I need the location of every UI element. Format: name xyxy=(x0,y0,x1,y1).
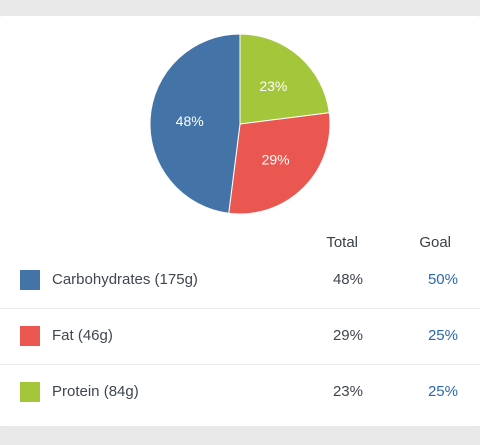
macros-pie-chart: 23% 29% 48% xyxy=(149,33,331,215)
macro-goal[interactable]: 25% xyxy=(427,327,458,344)
pie-slice-carbohydrates xyxy=(149,33,241,214)
pie-label-fat: 29% xyxy=(262,152,290,168)
pie-slice-fat xyxy=(228,112,331,215)
row-divider xyxy=(0,364,480,365)
row-divider xyxy=(0,308,480,309)
macro-goal[interactable]: 50% xyxy=(427,271,458,288)
macro-row-fat[interactable]: Fat (46g) 29% 25% xyxy=(0,309,480,365)
macro-label: Protein (84g) xyxy=(52,383,139,400)
macro-label: Carbohydrates (175g) xyxy=(52,271,198,288)
macro-total: 23% xyxy=(332,383,363,400)
macro-total: 48% xyxy=(332,271,363,288)
macro-total: 29% xyxy=(332,327,363,344)
protein-color-swatch xyxy=(20,382,40,402)
pie-label-carbohydrates: 48% xyxy=(176,113,204,129)
macro-row-protein[interactable]: Protein (84g) 23% 25% xyxy=(0,365,480,421)
total-column-header: Total xyxy=(326,234,358,251)
pie-slice-protein xyxy=(239,33,330,125)
macros-card: 23% 29% 48% Total Goal Carbohydrates (175g… xyxy=(0,16,480,426)
goal-column-header: Goal xyxy=(419,234,451,251)
pie-label-protein: 23% xyxy=(259,78,287,94)
macro-label: Fat (46g) xyxy=(52,327,113,344)
fat-color-swatch xyxy=(20,326,40,346)
carbohydrates-color-swatch xyxy=(20,270,40,290)
table-header: Total Goal xyxy=(0,234,480,262)
macro-goal[interactable]: 25% xyxy=(427,383,458,400)
macro-row-carbohydrates[interactable]: Carbohydrates (175g) 48% 50% xyxy=(0,253,480,309)
